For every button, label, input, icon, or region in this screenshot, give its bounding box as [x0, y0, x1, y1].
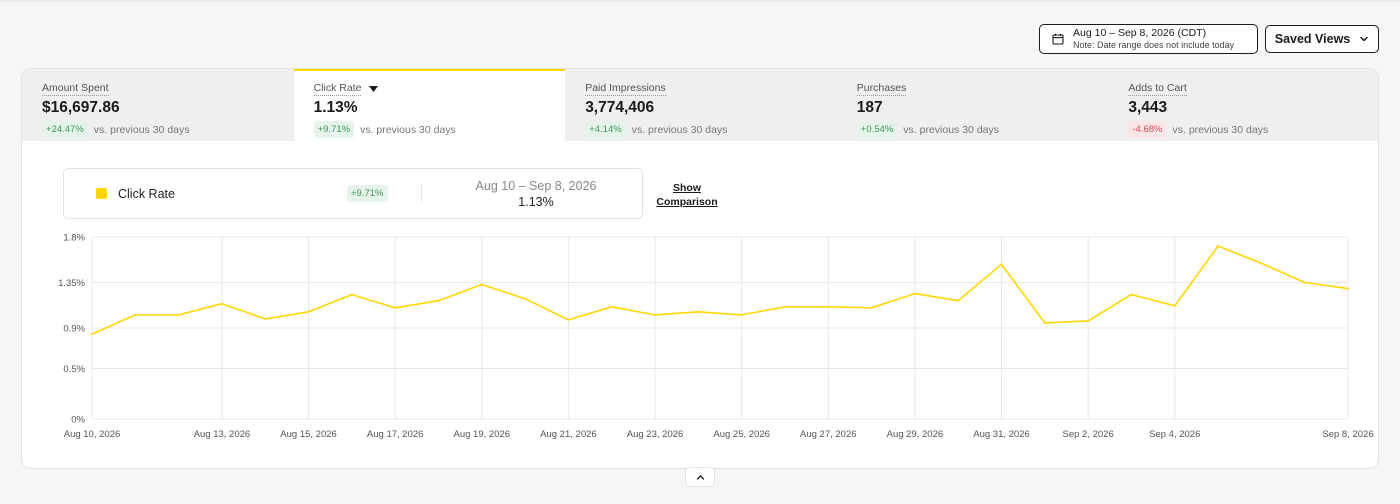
x-tick-label: Sep 8, 2026 [1322, 429, 1373, 440]
data-point[interactable] [1087, 319, 1090, 322]
x-tick-label: Sep 2, 2026 [1063, 429, 1114, 440]
chevron-up-icon [696, 475, 704, 480]
x-tick-label: Aug 29, 2026 [887, 429, 944, 440]
legend-value: 1.13% [518, 195, 554, 209]
data-point[interactable] [957, 299, 960, 302]
data-point[interactable] [610, 305, 613, 308]
x-tick-label: Aug 21, 2026 [540, 429, 597, 440]
click-rate-chart: 0% 0.5% 0.9% 1.35% 1.8% Aug 10, 2026 Aug 13, … [58, 233, 1374, 441]
data-point[interactable] [220, 302, 223, 305]
tab-amount-spent[interactable]: Amount Spent $16,697.86 +24.47% vs. prev… [22, 69, 294, 141]
saved-views-label: Saved Views [1274, 32, 1351, 46]
y-tick-label: 0.5% [63, 364, 85, 375]
show-comparison-line1: Show [673, 182, 701, 194]
data-point[interactable] [394, 306, 397, 309]
top-divider [0, 0, 1400, 2]
collapse-chart-button[interactable] [685, 467, 715, 487]
x-tick-label: Aug 23, 2026 [627, 429, 684, 440]
data-point[interactable] [1173, 304, 1176, 307]
delta-badge: +0.54% [856, 121, 898, 138]
x-tick-label: Aug 10, 2026 [64, 429, 121, 440]
delta-badge: +24.47% [42, 121, 88, 138]
tab-value: 3,443 [1128, 99, 1168, 116]
x-tick-label: Aug 13, 2026 [194, 429, 251, 440]
metrics-card: Amount Spent $16,697.86 +24.47% vs. prev… [21, 68, 1379, 469]
tab-click-rate[interactable]: Click Rate 1.13% +9.71% vs. previous 30 … [293, 69, 566, 141]
data-point[interactable] [264, 317, 267, 320]
data-point[interactable] [1000, 263, 1003, 266]
data-point[interactable] [1043, 321, 1046, 324]
x-tick-label: Sep 4, 2026 [1149, 429, 1200, 440]
data-point[interactable] [1260, 262, 1263, 265]
y-tick-label: 1.8% [63, 233, 85, 244]
delta-badge: -4.68% [1128, 121, 1167, 138]
legend-metric-name: Click Rate [118, 187, 175, 201]
comparison-text: vs. previous 30 days [93, 123, 190, 136]
data-point[interactable] [91, 333, 93, 336]
x-tick-label: Aug 19, 2026 [454, 429, 511, 440]
data-point[interactable] [1303, 281, 1306, 284]
data-point[interactable] [567, 318, 570, 321]
x-tick-label: Aug 31, 2026 [973, 429, 1030, 440]
chevron-down-icon [1360, 36, 1368, 42]
data-point[interactable] [480, 283, 483, 286]
tab-value: 1.13% [313, 99, 358, 116]
data-point[interactable] [1130, 293, 1133, 296]
comparison-text: vs. previous 30 days [1172, 123, 1269, 136]
metric-tabs: Amount Spent $16,697.86 +24.47% vs. prev… [22, 69, 1378, 141]
data-point[interactable] [783, 305, 786, 308]
legend-divider [421, 184, 422, 202]
tab-value: 3,774,406 [585, 99, 655, 116]
legend-delta-badge: +9.71% [347, 185, 388, 202]
x-tick-label: Aug 17, 2026 [367, 429, 424, 440]
y-tick-label: 0.9% [63, 324, 85, 335]
y-tick-label: 0% [71, 415, 85, 426]
tab-label: Purchases [856, 82, 907, 96]
delta-badge: +4.14% [585, 121, 626, 138]
data-point[interactable] [134, 313, 137, 316]
data-point[interactable] [437, 299, 440, 302]
calendar-icon [1052, 33, 1064, 45]
data-point[interactable] [307, 310, 310, 313]
data-point[interactable] [1217, 245, 1220, 248]
comparison-text: vs. previous 30 days [360, 123, 456, 136]
x-tick-label: Aug 15, 2026 [280, 429, 337, 440]
data-point[interactable] [177, 313, 180, 316]
data-point[interactable] [350, 293, 353, 296]
tab-value: 187 [856, 99, 883, 116]
series-line [91, 245, 1349, 335]
tab-label: Amount Spent [42, 82, 109, 96]
data-point[interactable] [1347, 287, 1349, 290]
legend-date-range: Aug 10 – Sep 8, 2026 [475, 179, 597, 193]
show-comparison-line2: Comparison [656, 196, 718, 208]
comparison-text: vs. previous 30 days [903, 123, 999, 136]
data-point[interactable] [870, 306, 873, 309]
date-range-picker[interactable]: Aug 10 – Sep 8, 2026 (CDT) Note: Date ra… [1039, 24, 1258, 54]
tab-paid-impressions[interactable]: Paid Impressions 3,774,406 +4.14% vs. pr… [565, 69, 837, 141]
x-tick-label: Aug 25, 2026 [713, 429, 770, 440]
y-tick-label: 1.35% [58, 278, 85, 289]
comparison-text: vs. previous 30 days [631, 123, 728, 136]
chart-legend: Click Rate +9.71% Aug 10 – Sep 8, 2026 1… [63, 168, 643, 219]
caret-down-icon[interactable] [369, 86, 379, 92]
data-point[interactable] [913, 292, 916, 295]
legend-swatch [96, 188, 107, 199]
data-point[interactable] [740, 313, 743, 316]
data-point[interactable] [524, 297, 527, 300]
tab-label: Adds to Cart [1128, 82, 1187, 96]
tab-purchases[interactable]: Purchases 187 +0.54% vs. previous 30 day… [836, 69, 1109, 141]
show-comparison-link[interactable]: Show Comparison [654, 181, 720, 209]
tab-adds-to-cart[interactable]: Adds to Cart 3,443 -4.68% vs. previous 3… [1108, 69, 1378, 141]
date-range-label: Aug 10 – Sep 8, 2026 (CDT) [1073, 27, 1207, 39]
delta-badge: +9.71% [313, 121, 355, 138]
tab-label: Paid Impressions [585, 82, 666, 96]
data-point[interactable] [697, 310, 700, 313]
date-range-note: Note: Date range does not include today [1073, 40, 1235, 50]
saved-views-button[interactable]: Saved Views [1265, 25, 1379, 53]
tab-label: Click Rate [313, 82, 362, 96]
data-point[interactable] [827, 305, 830, 308]
data-point[interactable] [654, 313, 657, 316]
x-tick-label: Aug 27, 2026 [800, 429, 857, 440]
tab-value: $16,697.86 [42, 99, 120, 116]
